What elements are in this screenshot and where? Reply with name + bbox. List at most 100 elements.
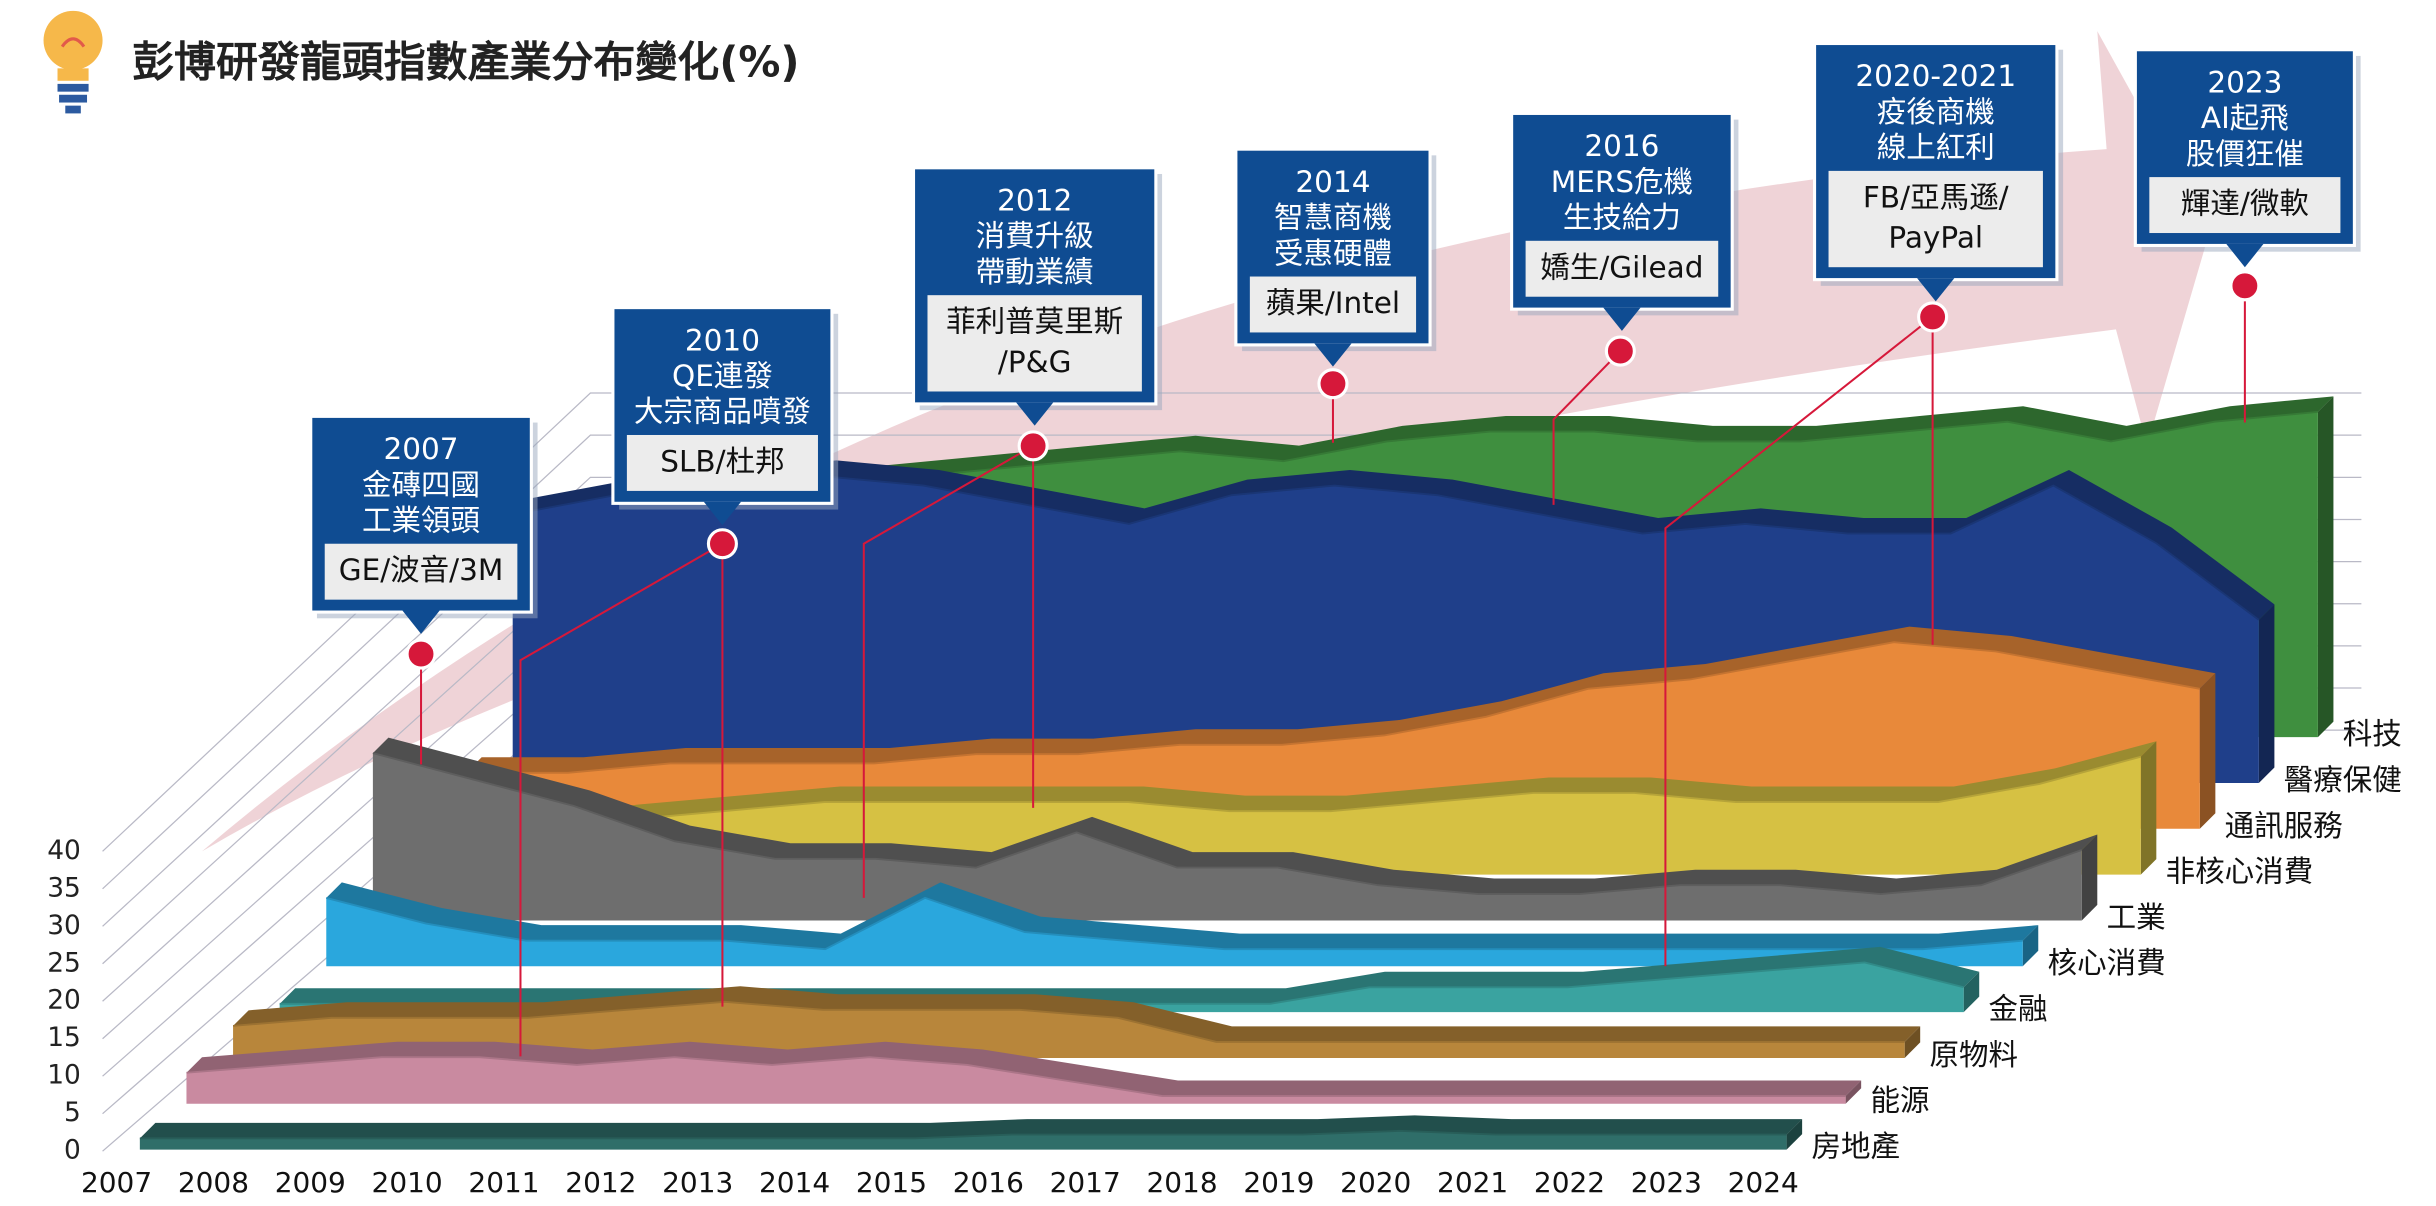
callout-text: 大宗商品噴發 [634,395,811,429]
company-box [1828,170,2043,268]
x-tick-label: 2017 [1050,1166,1121,1199]
x-tick-label: 2020 [1340,1166,1411,1199]
chart-title: 彭博研發龍頭指數產業分布變化(%) [132,38,799,87]
company-text: 輝達/微軟 [2181,187,2309,221]
ribbon-face [326,897,2023,967]
company-box [2149,177,2341,234]
y-tick-label: 0 [64,1135,81,1166]
leader-line [1664,316,1934,967]
callout-text: QE連發 [672,359,773,393]
callout-year: 2012 [997,183,1072,217]
x-tick-label: 2009 [275,1166,346,1199]
x-tick-label: 2023 [1631,1166,1702,1199]
callout-text: 智慧商機 [1274,201,1392,235]
ribbon-side [2258,604,2275,783]
legend-label: 金融 [1989,992,2048,1026]
x-tick-label: 2024 [1728,1166,1799,1199]
legend-label: 非核心消費 [2166,855,2314,889]
ribbon-edge [232,1000,1905,1043]
ribbon-edge [372,752,2083,895]
legend-label: 通訊服務 [2225,809,2343,843]
ribbon-top [372,737,2098,895]
company-box [1525,240,1719,297]
x-tick-label: 2021 [1437,1166,1508,1199]
x-tick-label: 2007 [81,1166,152,1199]
ribbon-top [419,741,2157,839]
x-tick-label: 2019 [1243,1166,1314,1199]
y-tick-label: 35 [47,872,81,903]
legend-label: 核心消費 [2048,946,2166,980]
callout-year: 2016 [1584,129,1659,163]
callout-year: 2010 [685,323,760,357]
callout-pointer [1917,278,1955,302]
ribbon-side [2022,925,2039,967]
legend-label: 房地產 [1811,1130,1900,1164]
company-text: PayPal [1888,221,1983,255]
title-icon [43,10,103,114]
pin [2229,270,2261,302]
y-tick-label: 40 [47,835,81,866]
callout-text: 線上紅利 [1877,131,1995,165]
callout-text: 消費升級 [976,219,1094,253]
y-tick-label: 30 [47,910,81,941]
pin [405,638,437,670]
pin [1604,335,1636,367]
callout-year: 2023 [2207,65,2282,99]
callout-year: 2007 [384,432,459,466]
ribbon-side [1904,1026,1921,1058]
callout-year: 2020-2021 [1855,59,2016,93]
callout-pointer [703,501,742,526]
y-tick-label: 5 [64,1097,81,1128]
callout-pointer [1314,343,1352,367]
x-tick-label: 2014 [759,1166,830,1199]
callout-text: 受惠硬體 [1274,236,1392,270]
x-tick-label: 2011 [468,1166,539,1199]
leader-line [1552,350,1622,505]
company-text: SLB/杜邦 [660,444,784,478]
ribbon-edge [326,896,2023,951]
pin [1017,430,1049,462]
legend-label: 醫療保健 [2284,763,2402,797]
ribbon-edge [419,755,2142,840]
company-text: /P&G [998,345,1072,379]
ribbon-top [326,882,2039,950]
company-text: GE/波音/3M [339,553,504,587]
company-box [927,295,1142,392]
legend-label: 科技 [2343,717,2402,751]
leader-line [862,444,1034,898]
callout-pointer [1016,402,1054,426]
company-text: FB/亞馬遜/ [1863,180,2009,214]
ribbon-top [186,1041,1862,1097]
callout-pointer [1603,307,1641,331]
x-tick-label: 2010 [372,1166,443,1199]
company-text: 嬌生/Gilead [1540,250,1703,284]
x-tick-label: 2016 [953,1166,1024,1199]
callout-text: 帶動業績 [976,255,1094,289]
callout-text: 生技給力 [1563,201,1681,235]
y-tick-label: 15 [47,1022,81,1053]
pin [706,528,738,560]
ribbons [139,396,2334,1150]
grid-line [102,392,2362,852]
ribbon-edge [139,1129,1787,1140]
callout-text: AI起飛 [2201,101,2289,135]
ribbon-side [2081,834,2098,921]
legend-label: 能源 [1870,1084,1929,1118]
axes: 0 5 10 15 20 25 30 35 40 科技醫療保健通訊服務非核心消費工業核心消費金融原… [47,717,2402,1199]
callout-text: 疫後商機 [1877,95,1995,129]
x-tick-label: 2022 [1534,1166,1605,1199]
ribbon-side [1845,1080,1862,1104]
legend-label: 原物料 [1930,1038,2019,1072]
ribbon-top [139,1115,1803,1139]
ribbon-side [1786,1119,1803,1150]
leader-line [519,542,723,1057]
y-tick-label: 25 [47,947,81,978]
company-text: 菲利普莫里斯 [946,305,1123,339]
callout-pointer [2226,243,2264,268]
y-tick-label: 10 [47,1060,81,1091]
x-tick-label: 2008 [178,1166,249,1199]
callout-text: 工業領頭 [362,503,480,537]
